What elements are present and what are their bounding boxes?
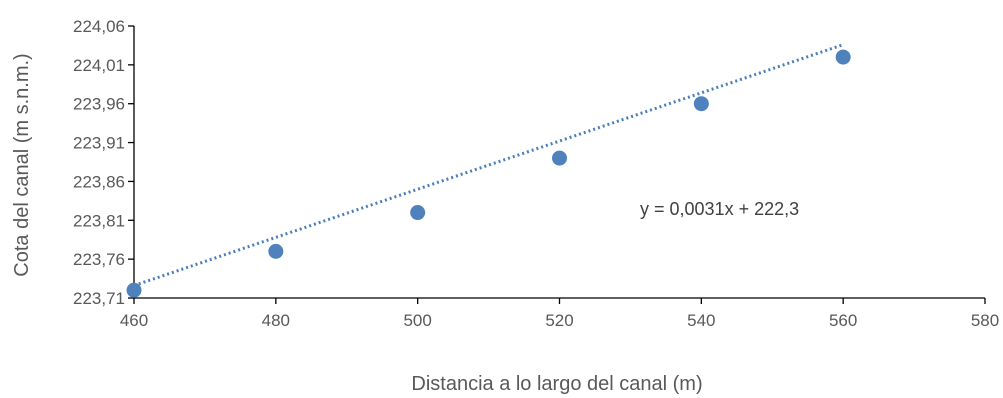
- x-tick-label: 520: [545, 311, 573, 330]
- trendline-group: [133, 43, 844, 287]
- y-axis-title: Cota del canal (m s.n.m.): [11, 53, 33, 276]
- data-point: [410, 205, 426, 221]
- x-tick-label: 460: [120, 311, 148, 330]
- y-tick-label: 223,91: [73, 134, 125, 153]
- x-tick-label: 580: [971, 311, 999, 330]
- data-point: [835, 49, 851, 65]
- data-points: [126, 49, 851, 298]
- y-tick-label: 223,76: [73, 250, 125, 269]
- x-axis: 460 480 500 520 540 560 580: [120, 297, 999, 330]
- x-tick-label: 480: [262, 311, 290, 330]
- x-tick-label: 540: [687, 311, 715, 330]
- y-axis: 223,71 223,76 223,81 223,86 223,91 223,96 224,…: [73, 17, 135, 308]
- y-tick-label: 223,81: [73, 211, 125, 230]
- data-point: [126, 282, 142, 298]
- data-point: [693, 96, 709, 112]
- y-tick-label: 223,96: [73, 95, 125, 114]
- x-tick-label: 560: [829, 311, 857, 330]
- y-tick-label: 223,71: [73, 289, 125, 308]
- y-tick-label: 223,86: [73, 172, 125, 191]
- data-point: [268, 243, 284, 259]
- x-tick-label: 500: [403, 311, 431, 330]
- y-tick-label: 224,06: [73, 17, 125, 36]
- x-axis-title: Distancia a lo largo del canal (m): [411, 373, 702, 395]
- trendline: [133, 43, 844, 287]
- data-point: [552, 150, 567, 166]
- trendline-equation: y = 0,0031x + 222,3: [640, 199, 799, 219]
- y-tick-label: 224,01: [73, 56, 125, 75]
